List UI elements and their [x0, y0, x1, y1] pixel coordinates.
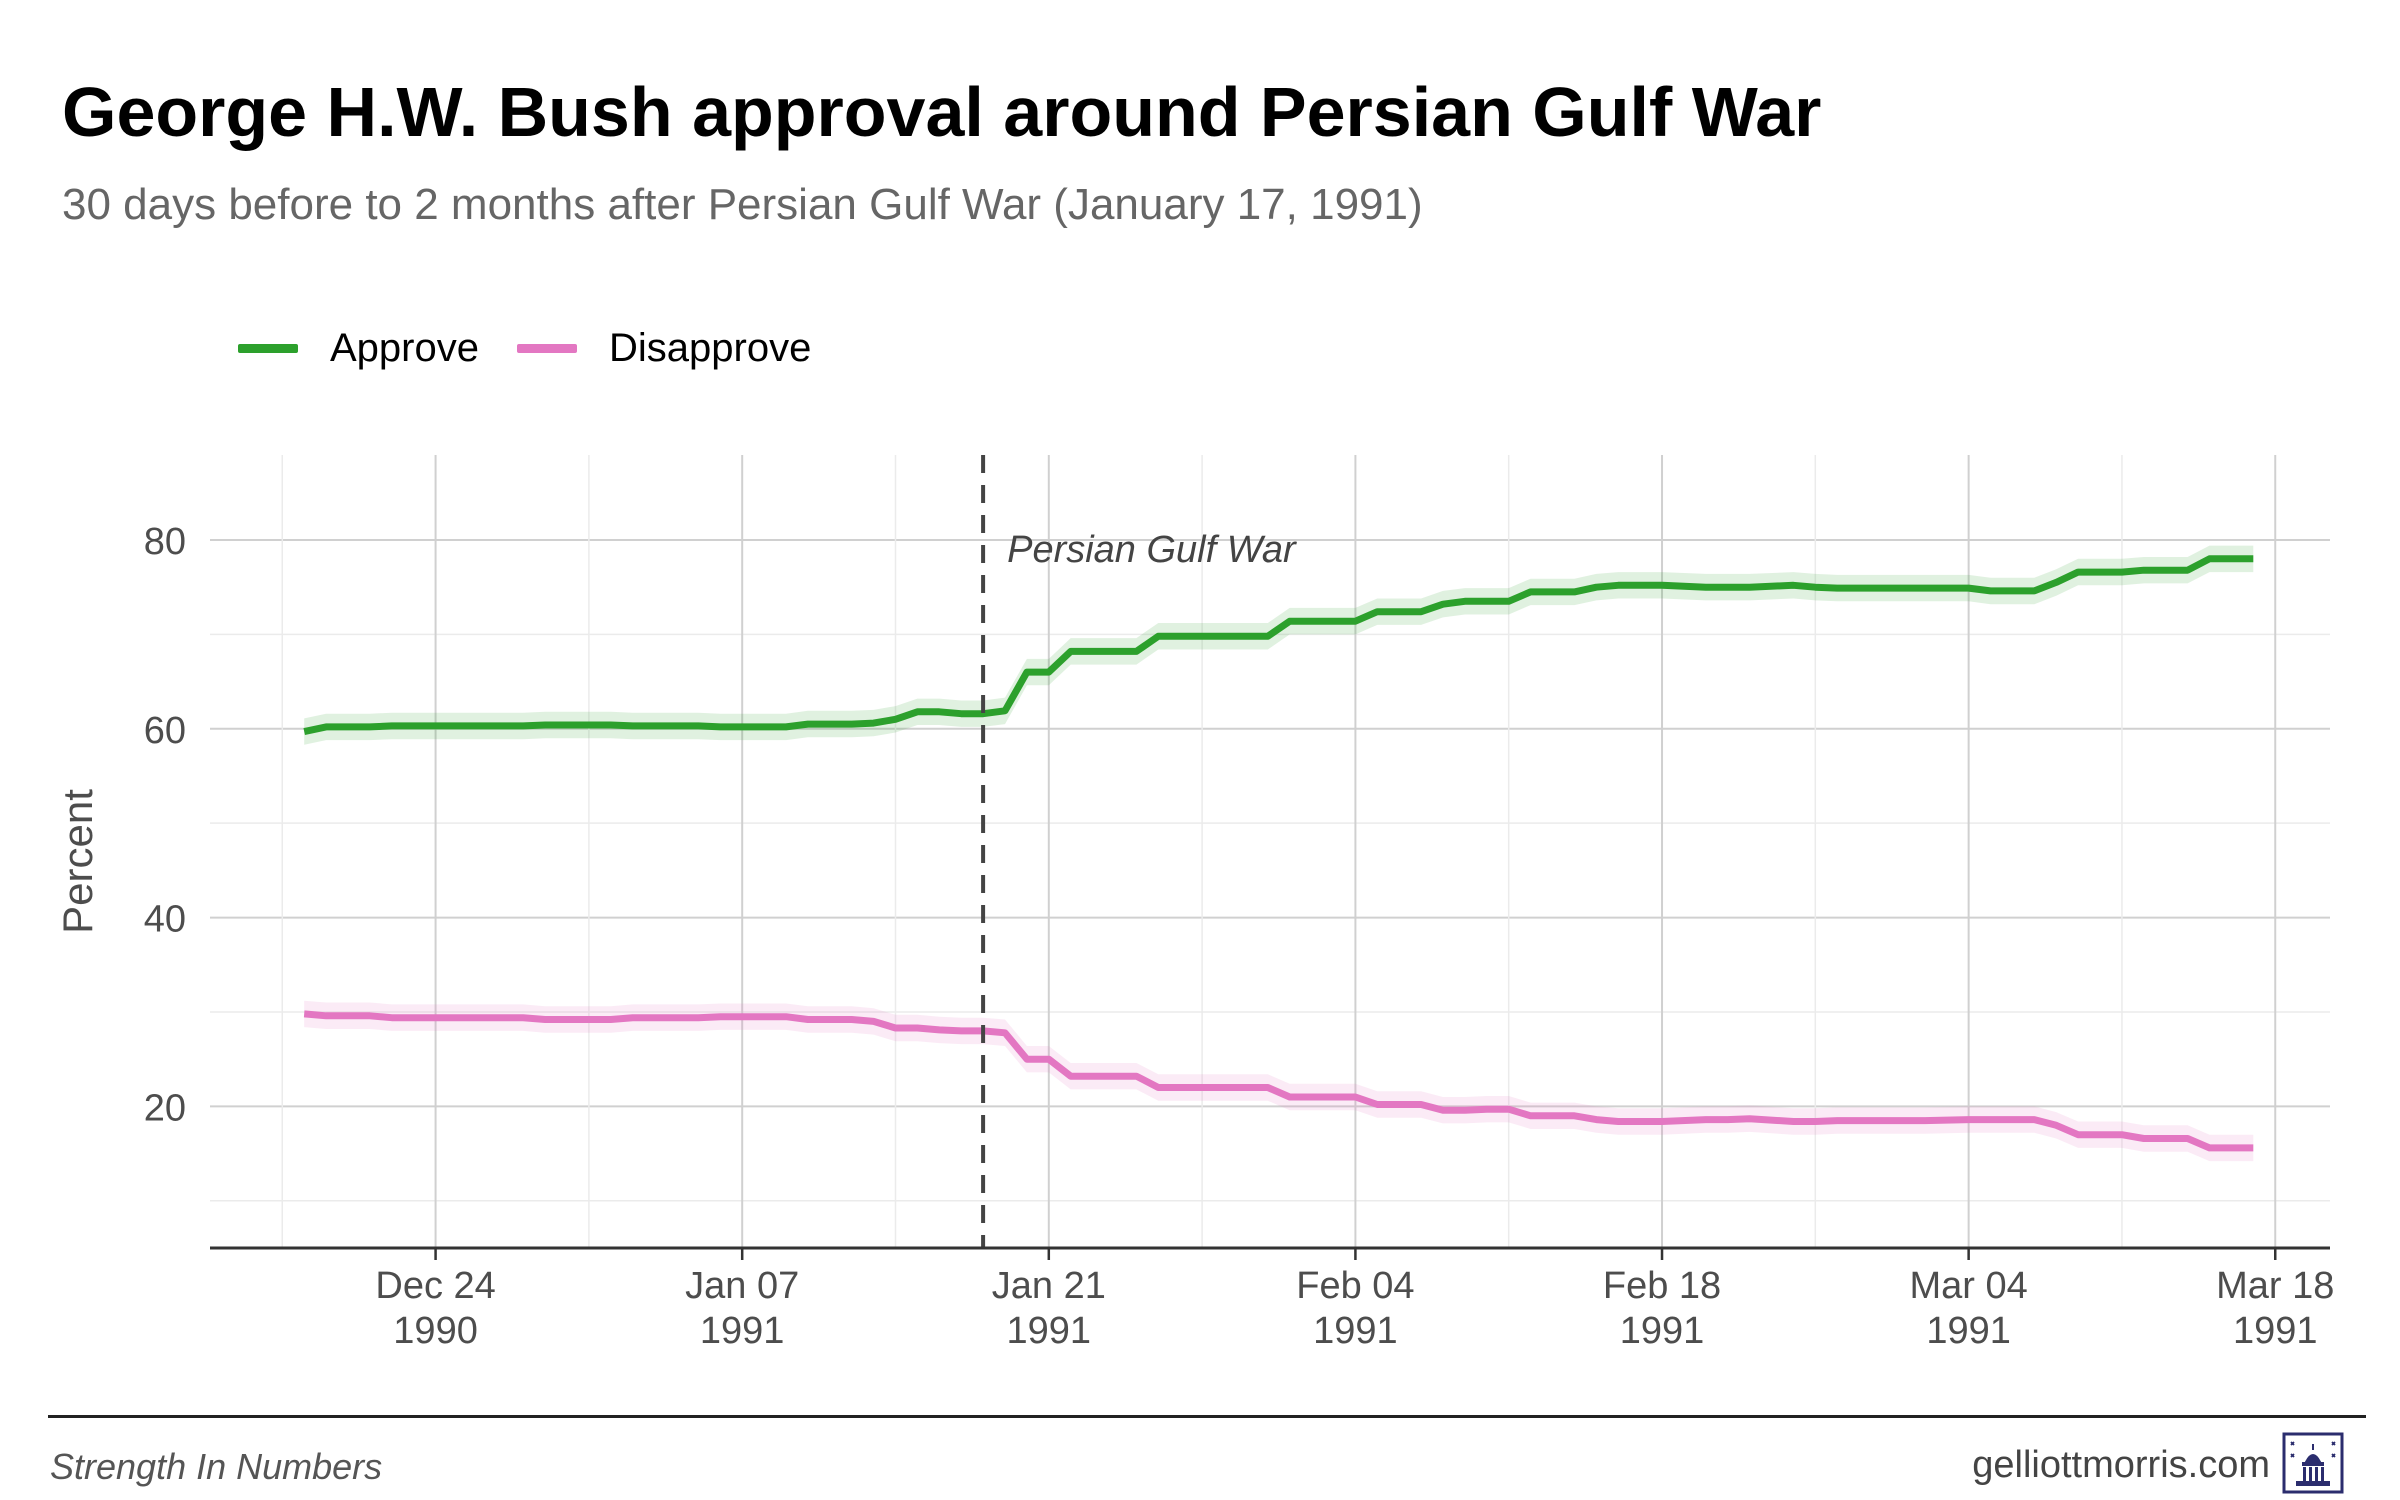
legend-label-approve: Approve	[330, 325, 479, 370]
capitol-dome-icon	[2282, 1432, 2344, 1494]
legend-swatch-disapprove	[516, 343, 577, 353]
legend-item-disapprove: Disapprove	[516, 325, 812, 371]
footer-divider	[48, 1415, 2366, 1418]
x-tick-sublabel: 1991	[1007, 1310, 1092, 1352]
x-tick-sublabel: 1991	[1926, 1310, 2011, 1352]
y-axis-title: Percent	[54, 789, 101, 934]
x-tick-label: Jan 07	[685, 1265, 799, 1307]
series-lines	[303, 555, 2254, 1152]
x-tick-sublabel: 1990	[393, 1310, 478, 1352]
legend-swatch-approve	[238, 343, 298, 353]
annotation-layer: Persian Gulf War	[981, 455, 1297, 1248]
x-tick-label: Mar 18	[2216, 1265, 2334, 1307]
band-disapprove	[304, 1000, 2254, 1162]
series-line-approve	[303, 555, 2254, 736]
legend-label-disapprove: Disapprove	[608, 325, 812, 370]
x-tick-sublabel: 1991	[1313, 1310, 1398, 1352]
band-approve	[304, 545, 2254, 745]
footer-website[interactable]: gelliottmorris.com	[1972, 1444, 2270, 1486]
y-tick-label: 20	[144, 1087, 186, 1129]
x-tick-label: Feb 18	[1603, 1265, 1721, 1307]
y-tick-label: 80	[144, 521, 186, 563]
confidence-bands	[304, 545, 2254, 1162]
chart-subtitle: 30 days before to 2 months after Persian…	[62, 180, 1423, 229]
legend: Approve Disapprove	[238, 318, 849, 378]
x-tick-label: Dec 24	[375, 1265, 495, 1307]
x-tick-sublabel: 1991	[1620, 1310, 1705, 1352]
x-tick-label: Mar 04	[1909, 1265, 2027, 1307]
x-tick-label: Feb 04	[1296, 1265, 1414, 1307]
x-tick-sublabel: 1991	[700, 1310, 785, 1352]
footer-brand: Strength In Numbers	[50, 1446, 383, 1487]
x-tick-label: Jan 21	[992, 1265, 1106, 1307]
series-line-disapprove	[303, 1010, 2254, 1152]
y-tick-label: 40	[144, 899, 186, 941]
chart-title: George H.W. Bush approval around Persian…	[62, 73, 1822, 151]
event-marker-label: Persian Gulf War	[1007, 529, 1297, 571]
x-tick-sublabel: 1991	[2233, 1310, 2318, 1352]
legend-item-approve: Approve	[238, 326, 479, 371]
y-tick-label: 60	[144, 710, 186, 752]
